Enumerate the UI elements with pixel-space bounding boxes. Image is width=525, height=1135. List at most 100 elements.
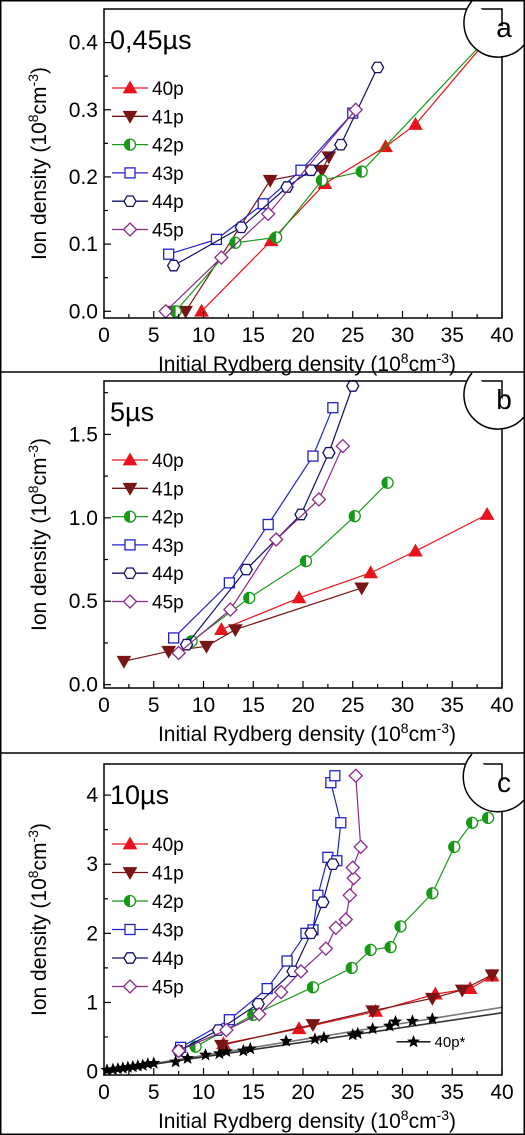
legend-item-45p: 45p [112, 593, 184, 614]
legend-label: 43p [152, 921, 184, 942]
legend-label: 41p [152, 479, 184, 500]
panel-c: 0 5 10 15 20 25 30 35 40 0 1 2 3 4 Initial Rydberg den… [0, 752, 525, 1133]
data-point [329, 770, 341, 782]
series-line [201, 22, 502, 312]
series-42p [169, 22, 502, 318]
series-44p [166, 61, 385, 272]
data-point [408, 543, 423, 557]
x-tick-label: 10 [192, 1081, 215, 1104]
legend-item-44p: 44p [112, 949, 184, 970]
x-tick-label: 40 [490, 1081, 513, 1104]
x-tick-label: 40 [490, 324, 513, 347]
data-point [262, 174, 278, 188]
legend-marker [123, 138, 137, 151]
legend-label: 40p* [435, 1034, 466, 1051]
series-41p [116, 582, 370, 669]
data-point [328, 920, 344, 936]
panel-letter: a [496, 12, 512, 43]
data-point [318, 941, 334, 956]
series-45p [171, 768, 369, 1059]
series-40p [194, 22, 502, 317]
data-point [213, 250, 229, 265]
legend-label: 43p [152, 536, 184, 557]
legend-label: 41p [152, 864, 184, 885]
data-point [163, 248, 175, 260]
legend-label: 42p [152, 892, 184, 913]
legend-marker [122, 482, 138, 496]
data-point [219, 1044, 233, 1058]
legend-label: 45p [152, 978, 184, 999]
series-45p [171, 438, 351, 661]
legend-marker [122, 222, 138, 237]
y-tick-label: 0.1 [69, 233, 98, 256]
legend-marker [124, 923, 136, 936]
data-point [364, 943, 377, 957]
data-point [448, 840, 461, 854]
x-tick-label: 35 [441, 694, 464, 717]
data-point [260, 206, 276, 222]
data-point [178, 305, 193, 319]
data-point [166, 259, 181, 272]
data-point [346, 870, 362, 886]
data-point [171, 1043, 187, 1059]
legend-marker [123, 195, 137, 208]
duration-label: 5µs [110, 397, 154, 427]
legend: 40p 41p 42p 43p 44p 45p [112, 79, 184, 242]
data-point [354, 582, 370, 596]
data-point [317, 1030, 331, 1044]
duration-label: 10µs [110, 780, 169, 810]
legend-item-40p: 40p [112, 835, 184, 856]
legend-item-41p: 41p [112, 479, 184, 500]
legend-marker [122, 836, 138, 850]
data-point [243, 1041, 257, 1055]
legend-item-42p: 42p [112, 892, 184, 913]
data-point [345, 380, 360, 392]
legend-label: 40p [152, 835, 184, 856]
data-point [223, 577, 236, 589]
data-point [251, 1006, 267, 1022]
data-point [227, 624, 243, 638]
data-point [291, 590, 307, 604]
data-point [370, 61, 385, 74]
x-tick-label: 25 [341, 1081, 364, 1104]
x-tick-label: 20 [291, 694, 314, 717]
data-point [234, 221, 249, 234]
panel-letter-badge [462, 753, 525, 813]
legend-marker [123, 510, 137, 523]
x-tick-label: 5 [148, 694, 160, 717]
data-point [315, 174, 329, 187]
x-axis-title: Initial Rydberg density (108cm-3) [158, 720, 456, 746]
data-point [389, 1014, 403, 1028]
data-point [218, 1022, 234, 1038]
data-point [169, 1055, 183, 1068]
y-axis-title: Ion density (108cm-3) [25, 823, 51, 1016]
data-point [281, 955, 293, 967]
series-line [173, 407, 334, 639]
data-point [334, 138, 348, 151]
panel-letter: c [497, 767, 511, 798]
series-line [175, 22, 502, 312]
series-40p [214, 506, 495, 635]
data-point [171, 645, 187, 661]
x-axis-title: Initial Rydberg density (108cm-3) [158, 350, 456, 376]
legend: 40p 41p 42p 43p 44p 45p [112, 451, 184, 614]
panel-a: 0 5 10 15 20 25 30 35 40 0.0 0.1 0.2 0.3 0.4 Initial R… [25, 0, 525, 376]
legend-label: 43p [152, 164, 184, 185]
data-point [405, 1014, 419, 1027]
panel-letter-badge [463, 372, 525, 430]
series-43p [167, 402, 339, 644]
data-point [269, 231, 283, 244]
data-point [425, 1012, 439, 1025]
legend-item-43p: 43p [112, 921, 184, 942]
data-point [345, 961, 358, 975]
legend-label: 45p [152, 593, 184, 614]
data-point [311, 492, 327, 507]
legend-marker [123, 894, 137, 908]
data-point [394, 920, 407, 933]
x-tick-label: 25 [341, 324, 364, 347]
data-point [348, 509, 361, 523]
x-tick-label: 30 [391, 1081, 414, 1104]
x-tick-label: 30 [391, 694, 414, 717]
legend-label: 41p [152, 107, 184, 128]
data-point [161, 645, 177, 659]
